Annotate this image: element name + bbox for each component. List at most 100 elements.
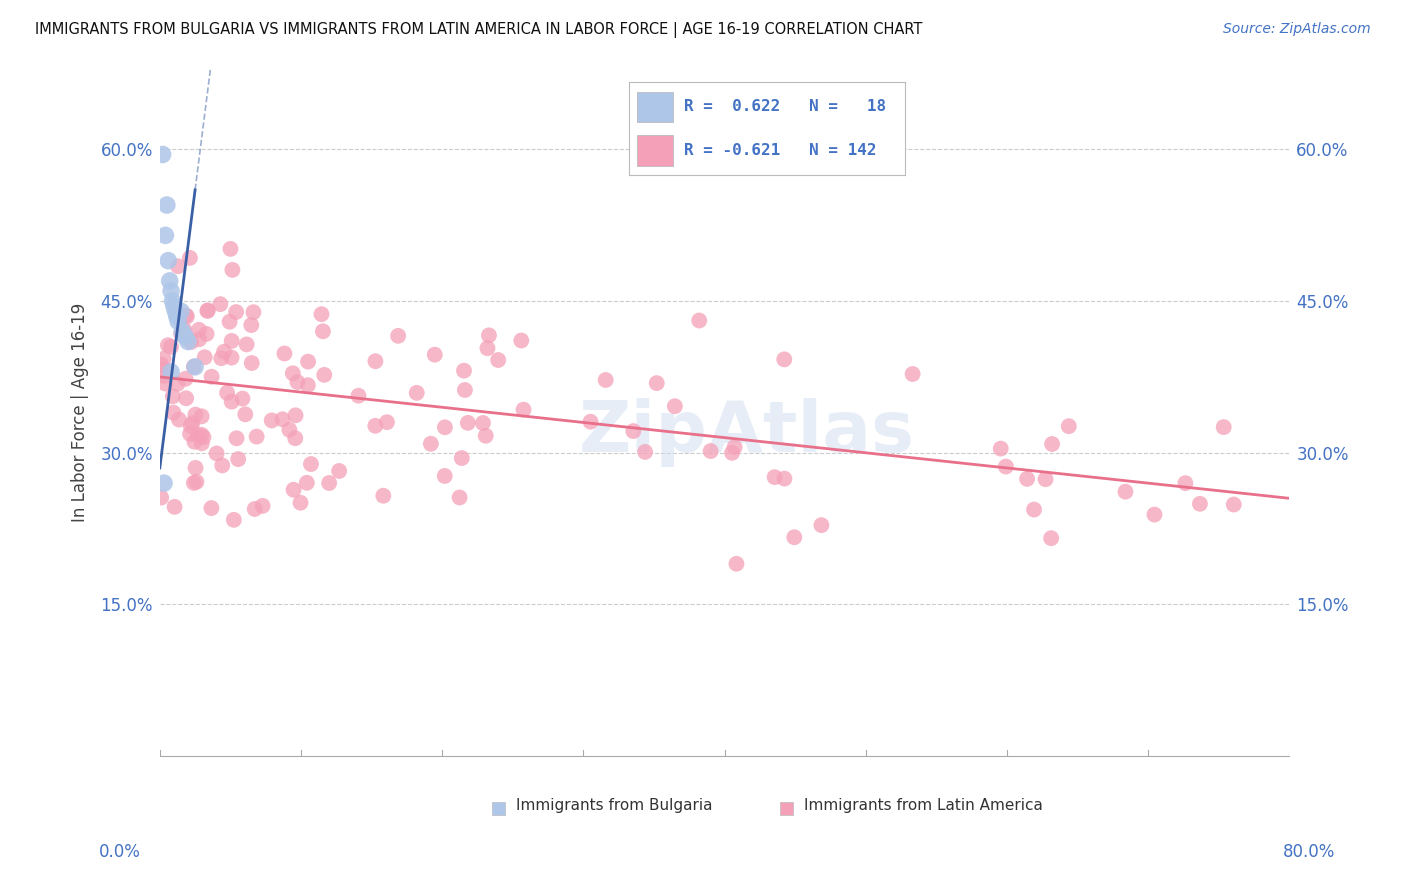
Point <box>194 350 217 364</box>
Point <box>221 334 243 348</box>
Point <box>163 500 186 514</box>
Point <box>174 372 197 386</box>
Point <box>221 351 243 365</box>
Point <box>1017 472 1039 486</box>
Point <box>191 436 214 450</box>
Point <box>699 444 721 458</box>
Point <box>226 452 249 467</box>
Point <box>688 313 710 327</box>
Point <box>478 328 501 343</box>
Point <box>278 423 301 437</box>
Point <box>510 334 533 348</box>
FancyBboxPatch shape <box>492 802 505 814</box>
Point <box>155 228 177 243</box>
Point <box>180 334 202 349</box>
Point <box>454 383 477 397</box>
Point <box>209 351 232 366</box>
Point <box>664 399 686 413</box>
Point <box>295 475 318 490</box>
Point <box>188 332 211 346</box>
Point <box>246 429 269 443</box>
Point <box>450 451 472 466</box>
Point <box>273 346 295 360</box>
FancyBboxPatch shape <box>780 802 793 814</box>
Text: Immigrants from Latin America: Immigrants from Latin America <box>804 798 1042 814</box>
Point <box>723 440 745 454</box>
Point <box>150 491 173 505</box>
Point <box>260 413 283 427</box>
Point <box>283 483 305 497</box>
Point <box>725 557 748 571</box>
Point <box>240 356 263 370</box>
Point <box>773 472 796 486</box>
Point <box>195 304 218 318</box>
Point <box>167 259 190 273</box>
Point <box>453 364 475 378</box>
Point <box>217 385 239 400</box>
Point <box>271 412 294 426</box>
Text: 80.0%: 80.0% <box>1284 843 1336 861</box>
Point <box>150 358 173 372</box>
Point <box>433 420 456 434</box>
Point <box>328 464 350 478</box>
Point <box>240 318 263 332</box>
Point <box>318 475 340 490</box>
Point <box>184 461 207 475</box>
Point <box>512 402 534 417</box>
Point <box>364 354 387 368</box>
Point <box>1223 498 1246 512</box>
Point <box>181 416 204 430</box>
Point <box>195 326 218 341</box>
Point <box>1212 420 1234 434</box>
Point <box>284 409 307 423</box>
Point <box>153 368 176 383</box>
Point <box>166 376 188 391</box>
Point <box>162 406 184 420</box>
Point <box>433 469 456 483</box>
Point <box>486 353 509 368</box>
Point <box>222 513 245 527</box>
Point <box>1022 502 1045 516</box>
Point <box>1143 508 1166 522</box>
Point <box>1035 472 1057 486</box>
Point <box>197 303 219 318</box>
Point <box>212 344 235 359</box>
Point <box>1188 497 1211 511</box>
Point <box>595 373 617 387</box>
Point <box>299 457 322 471</box>
Point <box>186 475 208 489</box>
Point <box>449 491 471 505</box>
Point <box>242 305 264 319</box>
Point <box>221 263 243 277</box>
Point <box>763 470 786 484</box>
Point <box>405 385 427 400</box>
Point <box>297 378 319 392</box>
Point <box>180 419 202 434</box>
Point <box>157 253 180 268</box>
Point <box>174 329 197 343</box>
Point <box>184 359 207 374</box>
Point <box>190 409 212 424</box>
Point <box>160 284 183 298</box>
Point <box>1114 484 1136 499</box>
Y-axis label: In Labor Force | Age 16-19: In Labor Force | Age 16-19 <box>72 302 89 522</box>
Point <box>179 251 201 265</box>
Point <box>159 274 181 288</box>
Point <box>284 431 307 445</box>
Point <box>177 334 200 349</box>
Point <box>474 429 496 443</box>
Point <box>721 446 744 460</box>
Point <box>152 351 174 366</box>
Point <box>193 430 215 444</box>
Point <box>231 392 253 406</box>
Point <box>281 366 304 380</box>
Point <box>160 365 183 379</box>
Point <box>165 304 187 318</box>
Point <box>810 518 832 533</box>
Point <box>1057 419 1080 434</box>
Point <box>152 147 174 161</box>
Point <box>174 391 197 405</box>
Point <box>311 307 333 321</box>
Text: ZipAtlas: ZipAtlas <box>579 399 915 467</box>
Text: IMMIGRANTS FROM BULGARIA VS IMMIGRANTS FROM LATIN AMERICA IN LABOR FORCE | AGE 1: IMMIGRANTS FROM BULGARIA VS IMMIGRANTS F… <box>35 22 922 38</box>
